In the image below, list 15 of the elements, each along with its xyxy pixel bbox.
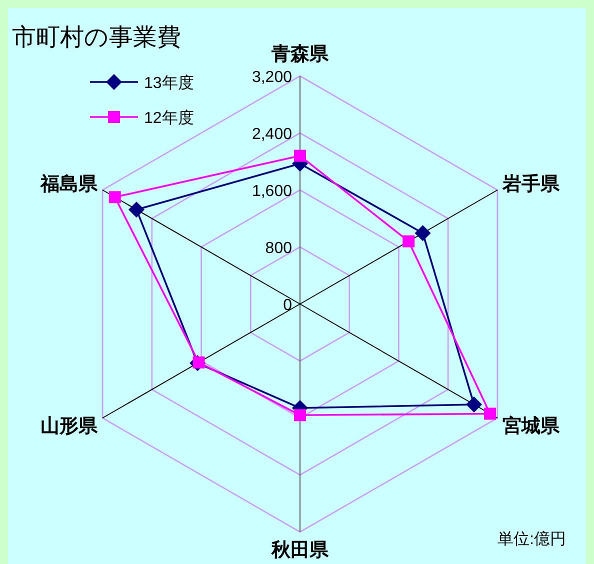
y-tick-label: 800 <box>265 240 292 257</box>
spoke-label: 宮城県 <box>502 415 561 437</box>
y-tick-label: 1,600 <box>252 183 292 200</box>
y-tick-label: 3,200 <box>252 69 292 86</box>
spoke-label: 山形県 <box>40 415 98 437</box>
spoke-label: 秋田県 <box>270 540 330 561</box>
spoke-label: 青森県 <box>270 43 330 65</box>
legend-label: 12年度 <box>144 109 194 127</box>
spoke-label: 福島県 <box>39 173 98 195</box>
y-tick-label: 0 <box>283 297 292 314</box>
y-tick-label: 2,400 <box>252 126 292 143</box>
spoke-label: 岩手県 <box>502 173 561 195</box>
chart-title: 市町村の事業費 <box>12 24 181 51</box>
text: 単位:億円 <box>498 530 566 548</box>
legend-label: 13年度 <box>144 74 194 92</box>
